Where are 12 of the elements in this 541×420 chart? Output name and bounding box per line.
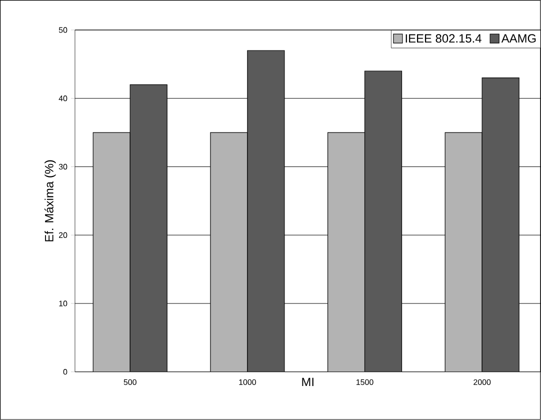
- bar: [130, 84, 168, 372]
- y-axis-title: Ef. Máxima (%): [44, 160, 56, 242]
- legend-label: IEEE 802.15.4: [406, 34, 482, 43]
- bar: [444, 132, 482, 372]
- bar: [364, 70, 402, 372]
- bar: [247, 50, 285, 372]
- legend-label: AAMG: [501, 34, 536, 43]
- bar: [327, 132, 366, 372]
- bar: [92, 132, 130, 372]
- x-axis-title: MI: [302, 378, 314, 386]
- bar: [210, 132, 248, 372]
- bar: [482, 78, 520, 372]
